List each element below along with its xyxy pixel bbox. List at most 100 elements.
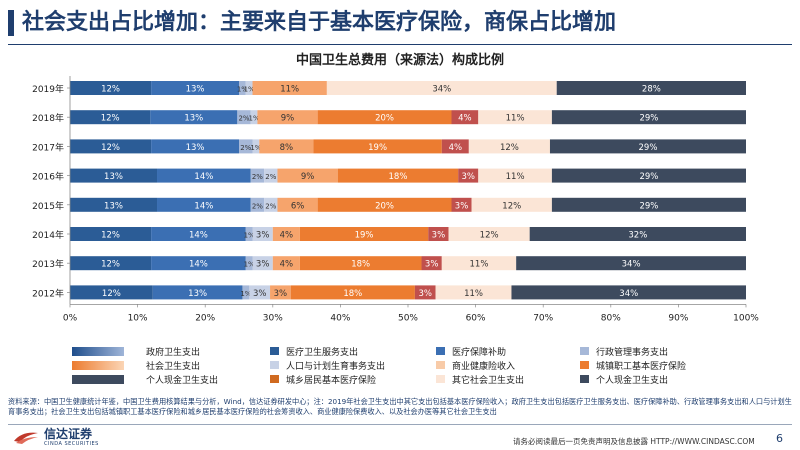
legend-label: 个人现金卫生支出 xyxy=(596,374,668,386)
bar-segment xyxy=(70,81,152,95)
legend-label: 其它社会卫生支出 xyxy=(452,374,524,386)
data-label: 12% xyxy=(102,289,121,299)
bar-segment xyxy=(70,256,152,271)
bar-segment xyxy=(428,227,449,241)
data-label: 13% xyxy=(104,172,123,182)
bar-segment xyxy=(551,110,746,125)
bar-segment xyxy=(239,81,246,95)
data-label: 34% xyxy=(619,289,638,299)
bar-segment xyxy=(529,227,746,241)
bar-segment xyxy=(435,285,512,300)
legend-swatch xyxy=(270,361,279,369)
bar-segment xyxy=(478,168,552,183)
legend-swatch xyxy=(72,347,124,356)
data-label: 4% xyxy=(280,231,294,241)
bar-segment xyxy=(414,285,436,300)
x-tick-label: 60% xyxy=(466,313,486,323)
data-label: 29% xyxy=(639,201,658,211)
stacked-bar-chart: 中国卫生总费用（来源法）构成比例 2019年 12% 13% 1%1% 11% 34% 28… xyxy=(32,52,759,386)
source-note: 资料来源：中国卫生健康统计年鉴，中国卫生费用核算结果与分析，Wind，信达证券研… xyxy=(8,397,792,416)
data-label: 4% xyxy=(280,260,294,270)
data-label: 1% xyxy=(244,261,255,269)
bar-segment xyxy=(317,197,452,212)
data-label: 34% xyxy=(432,85,451,95)
bar-segment xyxy=(252,81,327,95)
y-tick-label: 2013年 xyxy=(32,258,64,270)
data-label: 4% xyxy=(458,114,472,124)
data-label: 12% xyxy=(101,85,120,95)
bar-segment xyxy=(151,139,239,154)
legend-swatch xyxy=(72,375,124,384)
data-label: 11% xyxy=(280,85,299,95)
legend-swatch xyxy=(580,347,589,355)
data-label: 19% xyxy=(355,231,374,241)
data-label: 1% xyxy=(237,86,248,94)
bar-segment xyxy=(245,256,253,271)
legend-swatch xyxy=(436,361,445,369)
data-label: 19% xyxy=(368,143,387,153)
bar-segment xyxy=(277,197,318,212)
bar-segment xyxy=(478,110,552,125)
bar-segment xyxy=(326,81,557,95)
bar-segment xyxy=(551,168,746,183)
y-tick-label: 2012年 xyxy=(32,287,64,299)
data-label: 12% xyxy=(101,114,120,124)
data-label: 20% xyxy=(375,114,394,124)
data-label: 13% xyxy=(188,289,207,299)
x-tick-label: 20% xyxy=(195,313,215,323)
data-label: 4% xyxy=(449,143,463,153)
data-label: 11% xyxy=(506,114,525,124)
x-tick-label: 100% xyxy=(733,313,759,323)
title-divider xyxy=(8,44,792,45)
data-label: 3% xyxy=(256,231,270,241)
data-label: 2% xyxy=(252,173,263,181)
bar-segment xyxy=(551,197,746,212)
legend-label: 行政管理事务支出 xyxy=(596,346,668,358)
data-label: 13% xyxy=(186,143,205,153)
bar-segment xyxy=(317,110,452,125)
bar-segment xyxy=(151,256,246,271)
bar-segment xyxy=(250,110,258,125)
y-tick-label: 2017年 xyxy=(32,141,64,153)
legend-label: 医疗保障补助 xyxy=(452,346,506,358)
bar-segment xyxy=(157,168,251,183)
bar-segment xyxy=(277,168,338,183)
data-label: 20% xyxy=(375,201,394,211)
data-label: 12% xyxy=(502,201,521,211)
data-label: 18% xyxy=(389,172,408,182)
data-label: 2% xyxy=(265,173,276,181)
page-title: 社会支出占比增加：主要来自于基本医疗保险，商保占比增加 xyxy=(22,10,617,35)
legend-swatch xyxy=(72,361,124,370)
bar-segment xyxy=(249,285,271,300)
legend-label: 社会卫生支出 xyxy=(146,360,200,372)
bar-segment xyxy=(511,285,746,300)
data-label: 14% xyxy=(189,260,208,270)
data-label: 9% xyxy=(281,114,295,124)
bar-segment xyxy=(421,256,442,271)
logo-mark-icon xyxy=(14,432,38,444)
bar-segment xyxy=(70,168,158,183)
legend-label: 城乡居民基本医疗保险 xyxy=(286,374,376,386)
data-label: 29% xyxy=(639,114,658,124)
bar-segment xyxy=(157,197,251,212)
page-number: 6 xyxy=(776,432,783,445)
bar-segment xyxy=(245,227,253,241)
data-label: 18% xyxy=(343,289,362,299)
bar-segment xyxy=(299,227,429,241)
bar-segment xyxy=(152,285,243,300)
data-label: 29% xyxy=(639,143,658,153)
data-label: 3% xyxy=(418,289,432,299)
data-label: 11% xyxy=(470,260,489,270)
y-tick-label: 2018年 xyxy=(32,112,64,124)
x-tick-label: 70% xyxy=(533,313,553,323)
data-label: 32% xyxy=(628,231,647,241)
data-label: 3% xyxy=(256,260,270,270)
data-label: 14% xyxy=(194,172,213,182)
bar-segment xyxy=(70,197,158,212)
legend-label: 人口与计划生育事务支出 xyxy=(286,360,385,372)
data-label: 1% xyxy=(244,232,255,240)
data-label: 1% xyxy=(240,290,251,298)
data-label: 13% xyxy=(104,201,123,211)
data-label: 34% xyxy=(622,260,641,270)
bar-segment xyxy=(150,110,238,125)
